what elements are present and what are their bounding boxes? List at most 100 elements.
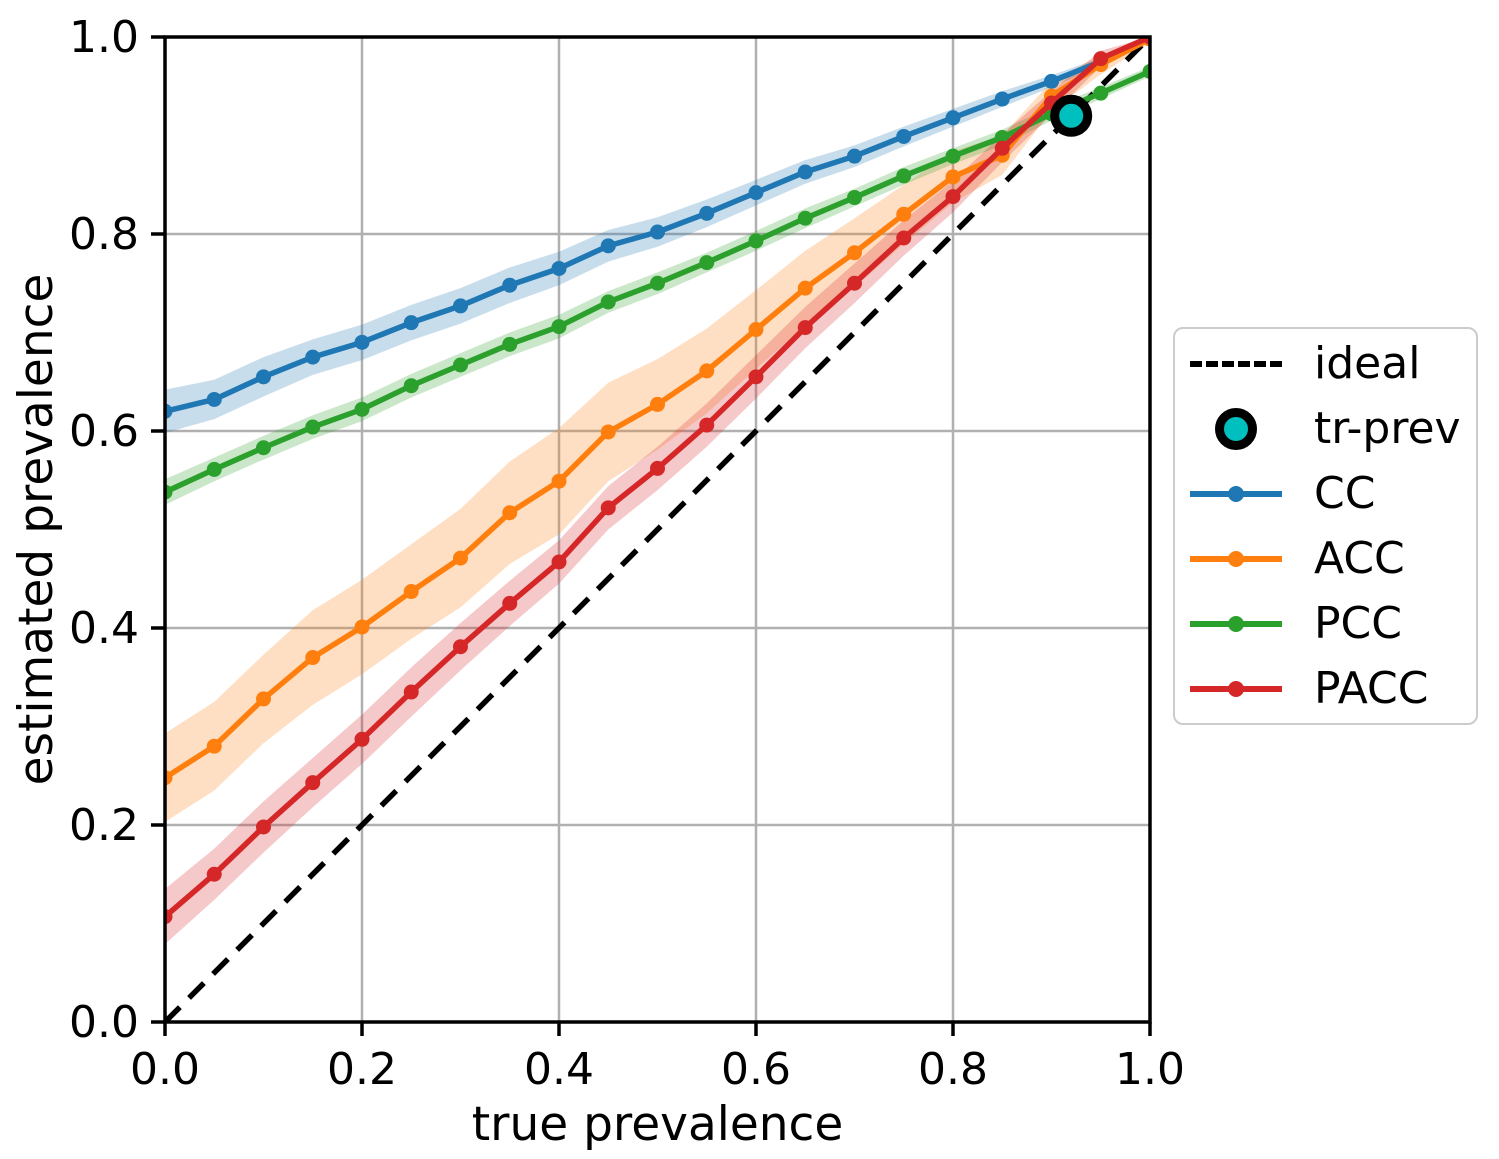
data-point-CC [945, 110, 961, 126]
data-point-ACC [896, 206, 912, 222]
data-point-PACC [1093, 51, 1109, 67]
data-point-ACC [305, 650, 321, 666]
data-point-CC [354, 334, 370, 350]
legend-box: ideal tr-prev CC ACC PCC PACC [1173, 327, 1478, 725]
data-point-PACC [945, 189, 961, 205]
x-tick-label-0.2: 0.2 [327, 1044, 397, 1095]
series-markers-PCC [165, 63, 1150, 500]
legend-item-tr-prev: tr-prev [1175, 396, 1476, 461]
y-axis-label: estimated prevalence [9, 274, 64, 786]
data-point-ACC [551, 473, 567, 489]
data-point-PACC [354, 731, 370, 747]
data-point-ACC [502, 505, 518, 521]
data-point-PCC [650, 275, 665, 291]
acc-line-icon [1190, 537, 1282, 581]
legend-item-pacc: PACC [1175, 656, 1476, 721]
data-point-PACC [797, 320, 813, 336]
data-point-CC [551, 260, 567, 276]
data-point-ACC [165, 770, 173, 786]
data-point-PCC [1093, 85, 1109, 101]
y-tick-label-0.8: 0.8 [69, 209, 139, 260]
legend-label-cc: CC [1314, 468, 1376, 519]
tr-prev-marker [1050, 94, 1093, 137]
data-point-PCC [165, 484, 173, 500]
data-point-CC [797, 164, 813, 180]
data-point-ACC [797, 280, 813, 296]
data-point-PCC [600, 294, 616, 310]
data-point-ACC [256, 691, 271, 707]
data-point-PACC [403, 684, 419, 700]
series-markers-PACC [165, 37, 1150, 925]
axis-ticks: 0.0 0.2 0.4 0.6 0.8 1.0 0.0 0.2 0.4 0.6 0.8 1.0 [69, 12, 1185, 1095]
data-point-PCC [502, 336, 518, 352]
legend-item-acc: ACC [1175, 526, 1476, 591]
data-point-PACC [650, 460, 665, 476]
data-point-CC [896, 128, 912, 144]
legend-label-ideal: ideal [1314, 338, 1421, 389]
plot-area [165, 37, 1150, 1022]
data-point-PCC [256, 440, 271, 456]
data-point-CC [994, 91, 1010, 107]
ideal-dashed-line-icon [1190, 342, 1282, 386]
legend-item-cc: CC [1175, 461, 1476, 526]
y-tick-label-1.0: 1.0 [69, 12, 139, 63]
y-tick-label-0.6: 0.6 [69, 406, 139, 457]
ideal-diagonal-line [165, 37, 1150, 1022]
data-point-CC [847, 148, 862, 164]
data-point-PCC [797, 210, 813, 226]
data-point-ACC [748, 322, 764, 338]
legend-item-pcc: PCC [1175, 591, 1476, 656]
data-point-ACC [453, 550, 468, 566]
data-point-PCC [305, 419, 321, 435]
data-point-CC [403, 315, 419, 331]
data-point-PCC [403, 378, 419, 394]
data-point-CC [650, 224, 665, 240]
data-point-CC [748, 185, 764, 201]
data-point-ACC [699, 363, 715, 379]
data-point-PCC [1142, 63, 1150, 79]
data-point-CC [600, 238, 616, 254]
x-axis-label: true prevalence [472, 1097, 844, 1152]
x-tick-label-0.4: 0.4 [524, 1044, 594, 1095]
pacc-line-icon [1190, 667, 1282, 711]
data-point-ACC [600, 424, 616, 440]
data-point-CC [206, 391, 222, 407]
y-tick-label-0.0: 0.0 [69, 997, 139, 1048]
data-point-PACC [305, 775, 321, 791]
data-point-ACC [650, 396, 665, 412]
data-point-CC [165, 403, 173, 419]
x-tick-label-0.8: 0.8 [918, 1044, 988, 1095]
data-point-PCC [699, 255, 715, 271]
data-point-ACC [403, 584, 419, 600]
data-point-PCC [748, 233, 764, 249]
data-point-PCC [945, 148, 961, 164]
data-point-PCC [453, 357, 468, 373]
pcc-line-icon [1190, 602, 1282, 646]
x-tick-label-1.0: 1.0 [1115, 1044, 1185, 1095]
y-tick-label-0.4: 0.4 [69, 603, 139, 654]
data-point-PACC [453, 639, 468, 655]
legend-label-tr-prev: tr-prev [1314, 403, 1461, 454]
data-point-CC [699, 205, 715, 221]
data-point-PACC [256, 819, 271, 835]
x-tick-label-0.6: 0.6 [721, 1044, 791, 1095]
data-point-PCC [847, 190, 862, 206]
data-point-PCC [206, 461, 222, 477]
data-point-PACC [600, 500, 616, 516]
data-point-PCC [354, 401, 370, 417]
legend-label-pcc: PCC [1314, 598, 1402, 649]
legend-label-pacc: PACC [1314, 663, 1429, 714]
data-point-PACC [502, 595, 518, 611]
data-point-ACC [206, 738, 222, 754]
data-point-PACC [847, 275, 862, 291]
data-point-PACC [206, 866, 222, 882]
data-point-CC [1044, 73, 1059, 89]
data-point-PACC [699, 417, 715, 433]
cc-line-icon [1190, 472, 1282, 516]
data-point-PACC [165, 909, 173, 925]
data-point-CC [502, 277, 518, 293]
data-point-PACC [551, 554, 567, 570]
y-tick-label-0.2: 0.2 [69, 800, 139, 851]
